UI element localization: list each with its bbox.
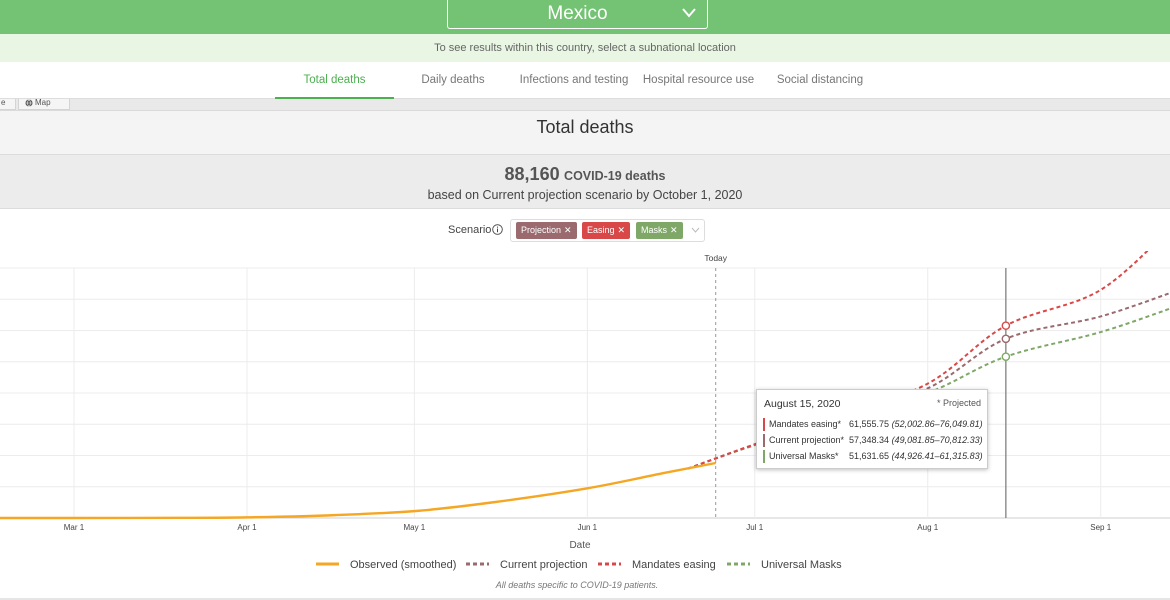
x-tick-label: May 1 <box>403 523 425 532</box>
page-divider <box>0 598 1170 600</box>
tooltip-series-name: Universal Masks* <box>769 451 839 461</box>
country-select[interactable]: Mexico <box>447 0 708 29</box>
tooltip-series-value: 61,555.75 (52,002.86–76,049.81) <box>849 418 983 431</box>
page-title: Total deaths <box>536 117 634 137</box>
tooltip-projected-note: * Projected <box>936 398 981 408</box>
chart: Mar 1 Apr 1 May 1 Jun 1 Jul 1 Aug 1 Sep 1 Toda… <box>0 251 1170 590</box>
tooltip-value-number: 51,631.65 <box>849 451 890 461</box>
subnational-hint: To see results within this country, sele… <box>0 34 1170 62</box>
hover-point-current-projection <box>1001 334 1011 344</box>
x-tick-label: Aug 1 <box>917 523 938 532</box>
tab-label: Daily deaths <box>421 74 485 86</box>
summary-panel: 88,160 COVID-19 deaths based on Current … <box>0 154 1170 209</box>
tab-label: Hospital resource use <box>642 74 755 86</box>
series-color-swatch <box>763 418 765 431</box>
tab-label: Social distancing <box>776 74 864 86</box>
legend-label-observed: Observed (smoothed) <box>350 559 456 571</box>
x-tick-label: Apr 1 <box>237 523 257 532</box>
tab-label: Infections and testing <box>519 74 629 86</box>
x-tick-label: Jul 1 <box>746 523 763 532</box>
summary-unit: COVID-19 deaths <box>564 169 666 183</box>
tab-daily-deaths[interactable]: Daily deaths <box>405 62 501 99</box>
legend-label-universal-masks: Universal Masks <box>761 559 842 571</box>
map-view-label: Map <box>35 98 51 107</box>
x-axis: Mar 1 Apr 1 May 1 Jun 1 Jul 1 Aug 1 Sep 1 <box>64 523 1112 532</box>
top-bar: Mexico <box>0 0 1170 34</box>
scenario-select[interactable]: Projection ✕ Easing ✕ Masks ✕ <box>510 219 705 242</box>
remove-tag-icon[interactable]: ✕ <box>670 225 678 235</box>
tab-social-distancing[interactable]: Social distancing <box>769 62 871 99</box>
tooltip-value-ci: (52,002.86–76,049.81) <box>891 419 983 429</box>
scenario-tag-projection[interactable]: Projection ✕ <box>516 222 577 239</box>
chart-grid <box>0 267 1170 519</box>
series-color-swatch <box>763 434 765 447</box>
summary-headline: 88,160 COVID-19 deaths <box>0 163 1170 187</box>
chevron-down-icon[interactable] <box>691 226 700 234</box>
tooltip-series-value: 57,348.34 (49,081.85–70,812.33) <box>849 434 983 447</box>
view-toggle-bar: e Map <box>0 99 1170 111</box>
tag-label: Easing <box>587 225 615 235</box>
x-tick-label: Sep 1 <box>1090 523 1111 532</box>
chart-markers <box>1001 321 1011 361</box>
tooltip-value-number: 61,555.75 <box>849 419 890 429</box>
chart-series <box>0 251 1170 520</box>
x-axis-title: Date <box>569 540 591 551</box>
chart-title-area: Total deaths <box>0 111 1170 154</box>
legend-label-mandates-easing: Mandates easing <box>632 559 716 571</box>
scenario-tag-masks[interactable]: Masks ✕ <box>636 222 683 239</box>
map-view-button[interactable]: Map <box>18 99 70 110</box>
tab-label: Total deaths <box>303 74 366 86</box>
tab-infections-testing[interactable]: Infections and testing <box>514 62 634 99</box>
summary-value: 88,160 <box>504 164 560 184</box>
globe-icon <box>25 99 33 107</box>
tooltip-series-value: 51,631.65 (44,926.41–61,315.83) <box>849 450 983 463</box>
chart-view-label: e <box>1 98 6 107</box>
legend-label-current-projection: Current projection <box>500 559 587 571</box>
tooltip-value-ci: (49,081.85–70,812.33) <box>891 435 983 445</box>
tag-label: Projection <box>521 225 562 235</box>
summary-subtitle: based on Current projection scenario by … <box>427 188 743 202</box>
hover-tooltip: August 15, 2020 * Projected Mandates eas… <box>756 389 988 469</box>
tab-hospital-resource-use[interactable]: Hospital resource use <box>640 62 757 99</box>
info-icon[interactable] <box>492 224 503 235</box>
scenario-label: Scenario <box>448 224 492 236</box>
subnational-hint-text: To see results within this country, sele… <box>434 42 736 54</box>
series-line-observed <box>0 461 716 520</box>
tooltip-value-number: 57,348.34 <box>849 435 890 445</box>
tooltip-series-name: Mandates easing* <box>769 419 842 429</box>
today-label: Today <box>704 253 727 263</box>
chevron-down-icon <box>682 8 696 18</box>
scenario-tag-easing[interactable]: Easing ✕ <box>582 222 631 239</box>
hover-point-universal-masks <box>1001 352 1011 361</box>
legend: Observed (smoothed) Current projection Man… <box>316 559 842 571</box>
tooltip-series-name: Current projection* <box>769 435 845 445</box>
footnote: All deaths specific to COVID-19 patients… <box>495 580 659 590</box>
chart-view-button[interactable]: e <box>0 99 16 110</box>
tooltip-date: August 15, 2020 <box>764 398 841 410</box>
remove-tag-icon[interactable]: ✕ <box>564 225 572 235</box>
x-tick-label: Jun 1 <box>578 523 598 532</box>
country-select-label: Mexico <box>547 3 608 24</box>
series-color-swatch <box>763 450 765 463</box>
hover-point-mandates-easing <box>1001 321 1011 330</box>
tab-total-deaths[interactable]: Total deaths <box>275 62 394 99</box>
tab-bar: Total deaths Daily deaths Infections and… <box>0 62 1170 99</box>
tooltip-value-ci: (44,926.41–61,315.83) <box>891 451 983 461</box>
tag-label: Masks <box>641 225 668 235</box>
scenario-row: Scenario Projection ✕ Easing ✕ Masks ✕ <box>0 209 1170 251</box>
x-tick-label: Mar 1 <box>64 523 85 532</box>
remove-tag-icon[interactable]: ✕ <box>617 225 626 235</box>
